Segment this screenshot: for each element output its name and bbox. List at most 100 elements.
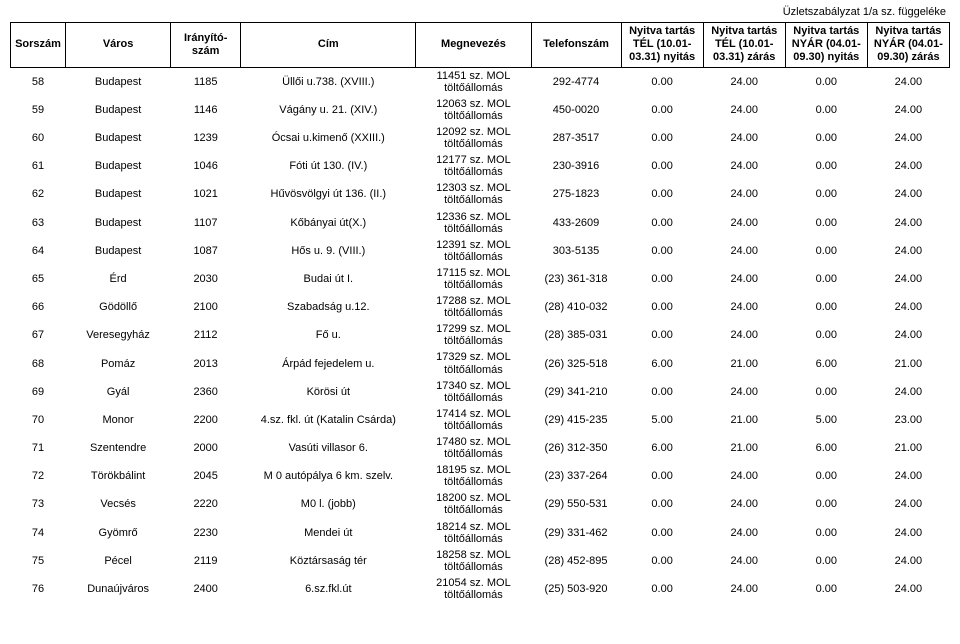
table-row: 63Budapest1107Kőbányai út(X.)12336 sz. M… (11, 209, 950, 237)
cell-irsz: 2400 (171, 575, 241, 603)
cell-nyar-zaras: 24.00 (867, 378, 949, 406)
cell-megnevezes: 17480 sz. MOLtöltőállomás (416, 434, 531, 462)
table-row: 71Szentendre2000Vasúti villasor 6.17480 … (11, 434, 950, 462)
col-irsz: Irányító- szám (171, 23, 241, 68)
cell-irsz: 2230 (171, 519, 241, 547)
cell-megnevezes: 12303 sz. MOLtöltőállomás (416, 180, 531, 208)
cell-megnevezes: 12336 sz. MOLtöltőállomás (416, 209, 531, 237)
meg-line: töltőállomás (420, 533, 527, 545)
meg-line: töltőállomás (420, 307, 527, 319)
cell-irsz: 2100 (171, 293, 241, 321)
cell-varos: Dunaújváros (66, 575, 171, 603)
meg-line: töltőállomás (420, 110, 527, 122)
cell-tel-zaras: 24.00 (703, 462, 785, 490)
cell-nyar-nyitas: 0.00 (785, 180, 867, 208)
meg-line: 12063 sz. MOL (420, 98, 527, 110)
cell-telefon: (26) 312-350 (531, 434, 621, 462)
cell-cim: M 0 autópálya 6 km. szelv. (241, 462, 416, 490)
cell-varos: Budapest (66, 96, 171, 124)
cell-cim: Fő u. (241, 321, 416, 349)
table-row: 69Gyál2360Körösi út17340 sz. MOLtöltőáll… (11, 378, 950, 406)
cell-telefon: (29) 550-531 (531, 490, 621, 518)
table-row: 76Dunaújváros24006.sz.fkl.út21054 sz. MO… (11, 575, 950, 603)
cell-nyar-nyitas: 0.00 (785, 265, 867, 293)
cell-irsz: 1146 (171, 96, 241, 124)
col-tel-nyitas: Nyitva tartás TÉL (10.01-03.31) nyitás (621, 23, 703, 68)
meg-line: 18200 sz. MOL (420, 492, 527, 504)
cell-tel-nyitas: 5.00 (621, 406, 703, 434)
cell-tel-zaras: 24.00 (703, 547, 785, 575)
cell-nyar-nyitas: 0.00 (785, 575, 867, 603)
cell-cim: Fóti út 130. (IV.) (241, 152, 416, 180)
meg-line: töltőállomás (420, 589, 527, 601)
cell-sorszam: 68 (11, 349, 66, 377)
cell-tel-zaras: 24.00 (703, 237, 785, 265)
table-row: 73Vecsés2220M0 l. (jobb)18200 sz. MOLtöl… (11, 490, 950, 518)
cell-megnevezes: 17299 sz. MOLtöltőállomás (416, 321, 531, 349)
cell-tel-nyitas: 0.00 (621, 321, 703, 349)
cell-nyar-nyitas: 6.00 (785, 434, 867, 462)
cell-varos: Pomáz (66, 349, 171, 377)
cell-sorszam: 71 (11, 434, 66, 462)
cell-irsz: 1087 (171, 237, 241, 265)
col-nyar-nyitas: Nyitva tartás NYÁR (04.01-09.30) nyitás (785, 23, 867, 68)
cell-cim: 4.sz. fkl. út (Katalin Csárda) (241, 406, 416, 434)
cell-nyar-zaras: 21.00 (867, 349, 949, 377)
cell-varos: Budapest (66, 124, 171, 152)
cell-tel-zaras: 24.00 (703, 209, 785, 237)
meg-line: 17115 sz. MOL (420, 267, 527, 279)
cell-megnevezes: 18200 sz. MOLtöltőállomás (416, 490, 531, 518)
cell-telefon: (23) 337-264 (531, 462, 621, 490)
cell-telefon: (26) 325-518 (531, 349, 621, 377)
cell-tel-nyitas: 6.00 (621, 434, 703, 462)
table-row: 74Gyömrő2230Mendei út18214 sz. MOLtöltőá… (11, 519, 950, 547)
cell-telefon: (29) 331-462 (531, 519, 621, 547)
meg-line: töltőállomás (420, 561, 527, 573)
cell-telefon: 450-0020 (531, 96, 621, 124)
cell-tel-nyitas: 0.00 (621, 575, 703, 603)
meg-line: 18214 sz. MOL (420, 521, 527, 533)
cell-megnevezes: 18258 sz. MOLtöltőállomás (416, 547, 531, 575)
cell-tel-nyitas: 0.00 (621, 209, 703, 237)
cell-tel-zaras: 24.00 (703, 96, 785, 124)
cell-telefon: (28) 452-895 (531, 547, 621, 575)
cell-tel-nyitas: 0.00 (621, 378, 703, 406)
cell-telefon: 303-5135 (531, 237, 621, 265)
cell-nyar-nyitas: 0.00 (785, 519, 867, 547)
col-megnevezes: Megnevezés (416, 23, 531, 68)
cell-cim: Vágány u. 21. (XIV.) (241, 96, 416, 124)
cell-tel-nyitas: 0.00 (621, 519, 703, 547)
cell-tel-zaras: 24.00 (703, 152, 785, 180)
cell-cim: Szabadság u.12. (241, 293, 416, 321)
cell-nyar-zaras: 24.00 (867, 462, 949, 490)
cell-nyar-zaras: 21.00 (867, 434, 949, 462)
cell-tel-nyitas: 0.00 (621, 124, 703, 152)
cell-tel-nyitas: 0.00 (621, 490, 703, 518)
meg-line: 18258 sz. MOL (420, 549, 527, 561)
cell-nyar-zaras: 24.00 (867, 547, 949, 575)
cell-irsz: 2220 (171, 490, 241, 518)
table-row: 75Pécel2119Köztársaság tér18258 sz. MOLt… (11, 547, 950, 575)
cell-sorszam: 69 (11, 378, 66, 406)
table-row: 60Budapest1239Ócsai u.kimenő (XXIII.)120… (11, 124, 950, 152)
cell-tel-nyitas: 0.00 (621, 237, 703, 265)
table-row: 72Törökbálint2045M 0 autópálya 6 km. sze… (11, 462, 950, 490)
cell-tel-nyitas: 0.00 (621, 180, 703, 208)
cell-irsz: 1239 (171, 124, 241, 152)
cell-sorszam: 59 (11, 96, 66, 124)
cell-tel-zaras: 24.00 (703, 293, 785, 321)
cell-nyar-zaras: 24.00 (867, 293, 949, 321)
cell-nyar-nyitas: 5.00 (785, 406, 867, 434)
cell-varos: Veresegyház (66, 321, 171, 349)
cell-nyar-nyitas: 0.00 (785, 462, 867, 490)
cell-cim: 6.sz.fkl.út (241, 575, 416, 603)
meg-line: töltőállomás (420, 364, 527, 376)
table-row: 65Érd2030Budai út I.17115 sz. MOLtöltőál… (11, 265, 950, 293)
cell-sorszam: 75 (11, 547, 66, 575)
cell-sorszam: 73 (11, 490, 66, 518)
cell-varos: Érd (66, 265, 171, 293)
cell-nyar-nyitas: 0.00 (785, 293, 867, 321)
cell-tel-nyitas: 0.00 (621, 152, 703, 180)
cell-telefon: (28) 410-032 (531, 293, 621, 321)
table-row: 64Budapest1087Hős u. 9. (VIII.)12391 sz.… (11, 237, 950, 265)
